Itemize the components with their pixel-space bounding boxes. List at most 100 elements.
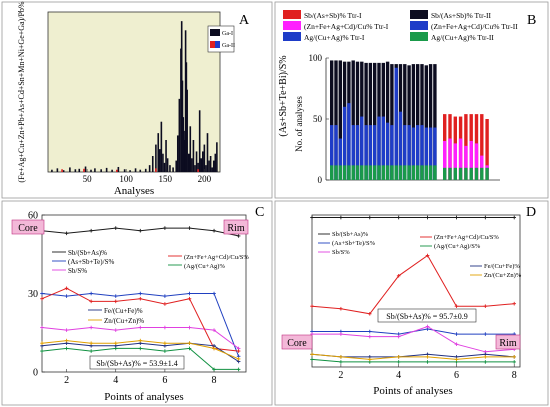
bar-b-i-total-0 <box>330 60 334 180</box>
panel-a-x-ticks: 50 100 150 200 <box>83 169 212 184</box>
bar-a-s0-44 <box>191 158 193 172</box>
bar-b-i-blue-18 <box>407 125 411 180</box>
bar-a-s0-50 <box>200 158 203 172</box>
svg-text:Core: Core <box>18 223 38 234</box>
bar-a-s0-5 <box>78 168 81 172</box>
bar-b-i-green-4 <box>347 165 351 180</box>
panel-b-letter: B <box>527 13 536 28</box>
bar-b-i-total-18 <box>407 65 411 180</box>
legend-label-ag-ttr-ii: Ag/(Cu+Ag)% Ttr-II <box>431 33 494 42</box>
panel-a-plot-area <box>47 11 221 173</box>
panel-d-letter: D <box>526 205 536 220</box>
svg-text:Rim: Rim <box>227 223 244 234</box>
bar-a-s0-52 <box>203 144 206 172</box>
bar-b-i-blue-3 <box>342 106 347 180</box>
panel-d-annotation: Sb/(Sb+As)% = 95.7±0.9 <box>377 308 477 323</box>
bar-a-s0-6 <box>84 166 87 172</box>
bar-a-s0-54 <box>206 133 209 172</box>
bar-a-s0-41 <box>186 89 188 172</box>
tick-label-a-x-0: 50 <box>83 174 93 184</box>
tick-label-d-x-3: 8 <box>512 370 517 381</box>
legend-label-zn-ttr-ii: (Zn+Fe+Ag+Cd)/Cu% Ttr-II <box>431 22 518 31</box>
panel-b-side-label: (As+Sb+Te+Bi)/S% <box>278 55 289 136</box>
legend-swatch-sb-ttr-i <box>283 10 301 19</box>
bar-a-s0-31 <box>176 135 179 172</box>
bar-a-s0-32 <box>178 98 181 172</box>
bar-b-i-blue-10 <box>373 125 377 180</box>
bar-b-i-green-23 <box>428 165 433 180</box>
tick-label-c-x-1: 4 <box>113 375 118 386</box>
legend-swatch-zn-ttr-i <box>283 21 301 30</box>
bar-b-ii-magenta-3 <box>458 138 463 180</box>
bar-b-i-green-14 <box>390 165 394 180</box>
tick-label-d-x-2: 6 <box>454 370 459 381</box>
panel-b-legend: Sb/(As+Sb)% Ttr-I Sb/(As+Sb)% Ttr-II (Zn… <box>283 10 518 42</box>
bar-b-i-blue-6 <box>355 125 360 180</box>
bar-b-i-green-8 <box>364 165 368 180</box>
legend-swatch-ag-ttr-i <box>283 32 301 41</box>
bar-b-i-blue-21 <box>420 125 424 180</box>
panel-d-frame <box>274 200 549 406</box>
bar-a-s0-48 <box>197 162 199 172</box>
bar-b-i-total-17 <box>403 64 407 180</box>
bar-b-ii-green-0 <box>443 167 447 180</box>
legend-swatch-ga-ii-red <box>210 41 215 48</box>
legend-label-ga-i: Ga-I <box>222 31 233 37</box>
bar-a-s0-56 <box>209 156 212 172</box>
bar-b-i-blue-8 <box>364 125 368 180</box>
bar-a-s0-45 <box>192 140 195 172</box>
bar-b-i-green-9 <box>368 165 373 180</box>
bar-b-i-green-22 <box>424 165 428 180</box>
bar-a-s0-23 <box>160 121 163 172</box>
bar-a-s0-13 <box>123 169 126 172</box>
bar-b-i-total-14 <box>390 64 394 180</box>
series-d-6 <box>311 353 515 360</box>
bar-b-i-blue-1 <box>334 125 338 180</box>
bar-a-s0-42 <box>187 153 190 172</box>
bar-a-s1-2 <box>116 169 118 172</box>
panel-b-y-axis-label: No. of analyses <box>294 96 304 152</box>
bar-a-s1-1 <box>83 168 85 172</box>
bar-a-s1-4 <box>197 169 199 172</box>
legend-swatch-zn-ttr-ii <box>410 21 428 30</box>
bar-b-i-blue-16 <box>398 111 403 180</box>
bar-b-i-blue-14 <box>390 125 394 180</box>
bar-b-i-blue-7 <box>360 116 364 180</box>
tick-label-c-y-1: 30 <box>28 289 38 300</box>
bar-b-i-green-12 <box>381 165 385 180</box>
bar-a-s0-1 <box>56 168 59 172</box>
bar-a-s0-43 <box>189 126 192 172</box>
bar-a-s0-57 <box>211 167 213 172</box>
panel-c-legend-mid: Fe/(Cu+Fe)% Zn/(Cu+Zn)% <box>88 307 144 325</box>
tick-label-b-y-0: 0 <box>318 175 323 185</box>
legend-swatch-ga-i <box>210 29 220 36</box>
bar-b-i-blue-19 <box>411 127 416 180</box>
bar-a-s0-2 <box>62 170 65 172</box>
bar-b-ii-green-1 <box>448 167 452 180</box>
legend-d-sbs: Sb/S% <box>332 249 350 256</box>
bar-b-i-total-2 <box>338 60 342 180</box>
svg-text:Sb/(Sb+As)% = 95.7±0.9: Sb/(Sb+As)% = 95.7±0.9 <box>386 312 467 321</box>
legend-swatch-sb-ttr-ii <box>410 10 428 19</box>
tick-label-c-y-0: 0 <box>33 368 38 379</box>
series-d-4 <box>311 358 515 363</box>
bar-b-i-blue-20 <box>416 125 420 180</box>
bar-a-s0-19 <box>151 156 154 172</box>
bar-b-ii-magenta-6 <box>474 143 479 180</box>
bar-a-s0-10 <box>105 167 108 172</box>
tick-label-a-x-1: 100 <box>119 174 133 184</box>
panel-a-legend: Ga-I Ga-II <box>207 25 235 53</box>
tick-label-b-y-2: 100 <box>309 53 323 63</box>
svg-text:Sb/(Sb+As)% = 53.9±1.4: Sb/(Sb+As)% = 53.9±1.4 <box>96 359 177 368</box>
bar-b-ii-green-4 <box>464 167 468 180</box>
bar-b-i-total-5 <box>351 60 355 180</box>
bar-b-ii-total-7 <box>480 114 484 180</box>
bar-a-s0-0 <box>51 169 53 172</box>
bar-b-i-total-21 <box>420 64 424 180</box>
panel-d-legend-left: Sb/(Sb+As)% (As+Sb+Te)/S% Sb/S% <box>318 231 376 256</box>
legend-c-assbte: (As+Sb+Te)/S% <box>68 258 114 266</box>
bar-b-i-blue-11 <box>377 116 381 180</box>
bar-b-i-green-17 <box>403 165 407 180</box>
bar-a-s0-29 <box>172 167 174 172</box>
panel-c-letter: C <box>255 205 264 220</box>
